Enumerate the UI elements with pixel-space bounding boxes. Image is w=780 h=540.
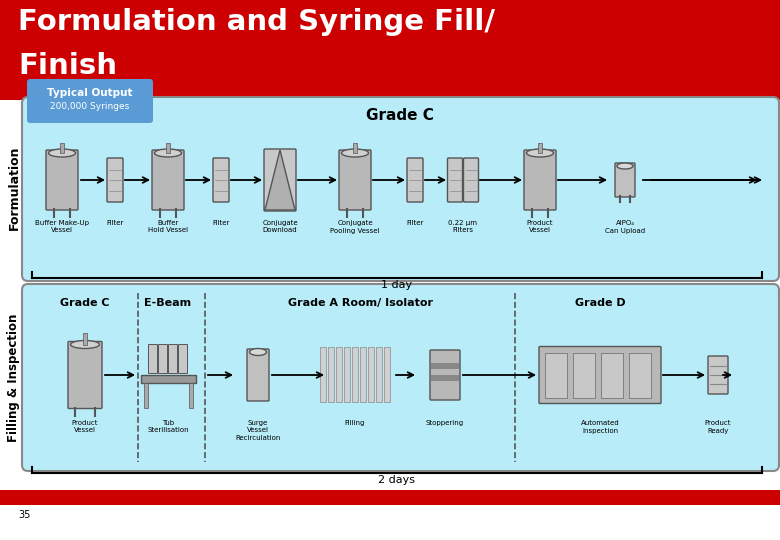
Bar bbox=[431, 363, 459, 369]
Text: Filter: Filter bbox=[106, 220, 124, 226]
Ellipse shape bbox=[71, 341, 99, 348]
Bar bbox=[538, 143, 542, 153]
FancyBboxPatch shape bbox=[615, 163, 635, 197]
Text: Automated
Inspection: Automated Inspection bbox=[580, 420, 619, 434]
Bar bbox=[0, 0, 780, 100]
Text: Typical Output: Typical Output bbox=[48, 88, 133, 98]
FancyBboxPatch shape bbox=[247, 349, 269, 401]
Text: E-Beam: E-Beam bbox=[144, 298, 192, 308]
Ellipse shape bbox=[617, 163, 633, 169]
FancyBboxPatch shape bbox=[430, 350, 460, 400]
Text: Grade C: Grade C bbox=[366, 108, 434, 123]
Bar bbox=[368, 347, 374, 402]
Polygon shape bbox=[265, 150, 295, 210]
FancyBboxPatch shape bbox=[539, 347, 661, 403]
Bar bbox=[601, 353, 623, 397]
Bar bbox=[376, 347, 382, 402]
FancyBboxPatch shape bbox=[22, 284, 779, 471]
FancyBboxPatch shape bbox=[148, 345, 158, 374]
Text: Formulation and Syringe Fill/: Formulation and Syringe Fill/ bbox=[18, 8, 495, 36]
Ellipse shape bbox=[48, 149, 76, 157]
Text: Conjugate
Download: Conjugate Download bbox=[262, 220, 298, 233]
Text: Stoppering: Stoppering bbox=[426, 420, 464, 426]
FancyBboxPatch shape bbox=[179, 345, 187, 374]
Bar bbox=[83, 333, 87, 345]
Text: Finish: Finish bbox=[18, 52, 117, 80]
Bar bbox=[140, 375, 196, 383]
Text: 0.22 μm
Filters: 0.22 μm Filters bbox=[448, 220, 477, 233]
FancyBboxPatch shape bbox=[213, 158, 229, 202]
FancyBboxPatch shape bbox=[22, 97, 779, 281]
Bar bbox=[360, 347, 366, 402]
Bar bbox=[384, 347, 390, 402]
Bar bbox=[320, 347, 326, 402]
FancyBboxPatch shape bbox=[524, 150, 556, 210]
FancyBboxPatch shape bbox=[46, 150, 78, 210]
FancyBboxPatch shape bbox=[339, 150, 371, 210]
Text: Product
Vessel: Product Vessel bbox=[72, 420, 98, 434]
Bar bbox=[344, 347, 350, 402]
Bar bbox=[431, 375, 459, 381]
Text: Filter: Filter bbox=[212, 220, 229, 226]
Text: 35: 35 bbox=[18, 510, 30, 520]
Bar bbox=[328, 347, 334, 402]
Text: 200,000 Syringes: 200,000 Syringes bbox=[51, 102, 129, 111]
Bar bbox=[336, 347, 342, 402]
Text: Grade A Room/ Isolator: Grade A Room/ Isolator bbox=[288, 298, 432, 308]
Bar bbox=[353, 143, 357, 153]
FancyBboxPatch shape bbox=[463, 158, 478, 202]
Text: Filling & Inspection: Filling & Inspection bbox=[8, 313, 20, 442]
Text: Formulation: Formulation bbox=[8, 145, 20, 230]
Bar bbox=[573, 353, 595, 397]
Text: Product
Vessel: Product Vessel bbox=[526, 220, 553, 233]
FancyBboxPatch shape bbox=[107, 158, 123, 202]
Text: AlPO₄
Can Upload: AlPO₄ Can Upload bbox=[605, 220, 645, 233]
Text: Tub
Sterilisation: Tub Sterilisation bbox=[147, 420, 189, 434]
Text: 2 days: 2 days bbox=[378, 475, 416, 485]
Text: Product
Ready: Product Ready bbox=[705, 420, 732, 434]
FancyBboxPatch shape bbox=[448, 158, 463, 202]
Text: Grade C: Grade C bbox=[60, 298, 110, 308]
Ellipse shape bbox=[250, 348, 267, 355]
Bar bbox=[166, 143, 170, 153]
Text: Filter: Filter bbox=[406, 220, 424, 226]
Text: Conjugate
Pooling Vessel: Conjugate Pooling Vessel bbox=[330, 220, 380, 233]
FancyBboxPatch shape bbox=[168, 345, 178, 374]
Text: Surge
Vessel
Recirculation: Surge Vessel Recirculation bbox=[236, 420, 281, 441]
FancyBboxPatch shape bbox=[158, 345, 168, 374]
Ellipse shape bbox=[154, 149, 182, 157]
Ellipse shape bbox=[526, 149, 554, 157]
Text: Filling: Filling bbox=[345, 420, 365, 426]
Bar bbox=[189, 383, 193, 408]
Text: 1 day: 1 day bbox=[381, 280, 413, 290]
Text: Buffer Make-Up
Vessel: Buffer Make-Up Vessel bbox=[35, 220, 89, 233]
Bar bbox=[60, 143, 64, 153]
Ellipse shape bbox=[342, 149, 368, 157]
FancyBboxPatch shape bbox=[68, 341, 102, 408]
Bar bbox=[545, 353, 567, 397]
FancyBboxPatch shape bbox=[152, 150, 184, 210]
Bar bbox=[629, 353, 651, 397]
FancyBboxPatch shape bbox=[27, 79, 153, 123]
FancyBboxPatch shape bbox=[708, 356, 728, 394]
Bar bbox=[0, 490, 780, 505]
Bar bbox=[144, 383, 147, 408]
Text: Grade D: Grade D bbox=[575, 298, 626, 308]
FancyBboxPatch shape bbox=[264, 149, 296, 211]
FancyBboxPatch shape bbox=[407, 158, 423, 202]
Text: Buffer
Hold Vessel: Buffer Hold Vessel bbox=[148, 220, 188, 233]
Bar bbox=[352, 347, 358, 402]
